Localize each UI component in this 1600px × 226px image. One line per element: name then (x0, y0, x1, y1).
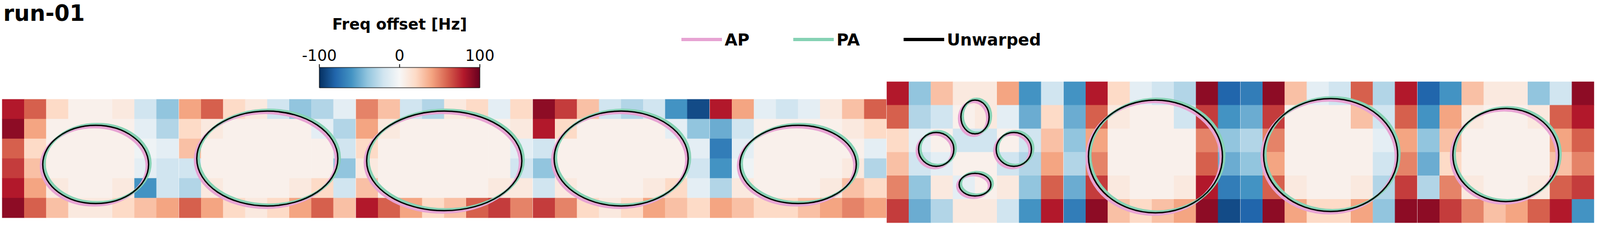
svg-text:Freq offset [Hz]: Freq offset [Hz] (332, 15, 468, 34)
svg-text:0: 0 (394, 46, 405, 65)
svg-text:Unwarped: Unwarped (947, 30, 1042, 50)
svg-text:AP: AP (724, 30, 750, 50)
svg-text:PA: PA (836, 30, 860, 50)
svg-text:-100: -100 (301, 46, 337, 65)
svg-text:100: 100 (465, 46, 495, 65)
svg-text:run-01: run-01 (3, 0, 85, 26)
